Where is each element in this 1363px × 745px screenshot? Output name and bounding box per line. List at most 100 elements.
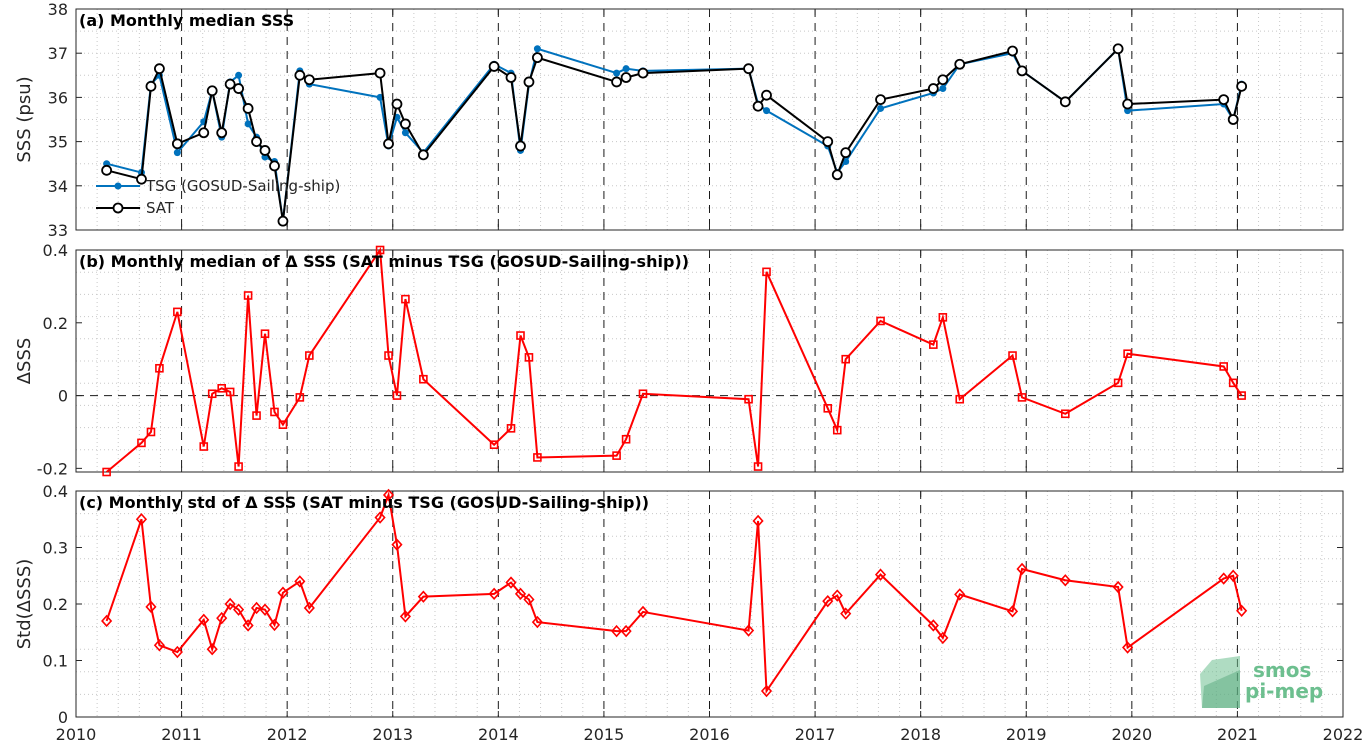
x-tick-label: 2015 <box>584 725 625 744</box>
delta-square-marker <box>155 363 164 373</box>
minor-grid <box>76 250 1343 472</box>
delta-square-marker <box>823 404 833 413</box>
sat-marker <box>620 72 632 83</box>
std-diamond-marker <box>294 575 306 588</box>
std-diamond-marker <box>760 684 773 698</box>
sat-marker <box>136 173 147 185</box>
delta-square-marker <box>744 394 753 404</box>
sat-marker <box>1112 43 1124 55</box>
x-axis: 2010 2011 2012 2013 2014 2015 2016 2017 2018 2019… <box>56 725 1363 744</box>
minor-grid <box>76 491 1343 717</box>
sat-marker <box>1016 65 1028 77</box>
x-tick-label: 2016 <box>689 725 730 744</box>
tsg-marker <box>533 45 541 53</box>
delta-square-marker <box>929 340 938 349</box>
panel-a: 33 34 35 36 37 38 SSS (psu) (a) Monthly median … <box>14 0 1344 240</box>
std-diamond-marker <box>259 603 271 616</box>
legend-label: SAT <box>146 199 175 217</box>
delta-square-marker <box>305 351 314 360</box>
legend: TSG (GOSUD-Sailing-ship) SAT <box>96 177 340 217</box>
y-axis-label: SSS (psu) <box>14 76 35 162</box>
delta-square-marker <box>1237 391 1246 400</box>
delta-square-marker <box>102 467 111 477</box>
std-diamond-marker <box>399 610 411 623</box>
std-diamond-marker <box>224 597 236 611</box>
delta-square-marker <box>638 389 648 399</box>
std-diamond-marker <box>954 588 966 601</box>
delta-square-marker <box>1123 349 1132 359</box>
x-tick-label: 2022 <box>1323 725 1363 744</box>
legend-marker <box>114 182 122 190</box>
std-diamond-marker <box>927 619 939 632</box>
tsg-marker <box>173 149 181 157</box>
delta-square-marker <box>173 307 182 317</box>
series-line <box>106 46 1243 222</box>
delta-square-marker <box>955 394 965 404</box>
y-tick-label: 0.4 <box>43 482 68 501</box>
major-grid <box>181 9 1238 230</box>
std-diamond-marker <box>488 587 500 601</box>
std-diamond-marker <box>382 488 395 502</box>
sat-marker <box>637 67 649 79</box>
sat-marker <box>1059 96 1071 108</box>
sat-marker <box>1122 98 1134 110</box>
std-diamond-marker <box>206 643 218 656</box>
x-tick-label: 2011 <box>161 725 202 744</box>
y-tick-label: 0.2 <box>43 595 68 614</box>
std-diamond-marker <box>505 576 517 589</box>
delta-square-marker <box>533 453 542 462</box>
logo-text-smos: smos <box>1253 658 1311 682</box>
sat-marker <box>937 74 949 86</box>
std-diamond-marker <box>391 538 403 551</box>
delta-square-marker <box>489 440 499 450</box>
std-diamond-marker <box>135 513 148 526</box>
x-tick-label: 2014 <box>478 725 519 744</box>
y-tick-label: 0 <box>58 708 68 727</box>
sat-marker <box>822 136 834 148</box>
delta-square-marker <box>252 411 261 420</box>
delta-square-marker <box>207 389 217 399</box>
sat-marker <box>374 67 386 79</box>
sat-marker <box>303 74 315 86</box>
tsg-marker <box>235 71 243 79</box>
panel-title: (c) Monthly std of Δ SSS (SAT minus TSG … <box>79 493 649 512</box>
major-grid <box>181 250 1238 472</box>
y-tick-label: 34 <box>48 177 68 196</box>
delta-square-marker <box>506 424 516 433</box>
std-diamond-marker <box>303 601 315 615</box>
y-tick-label: 0 <box>58 387 68 406</box>
sat-marker <box>251 136 262 148</box>
sat-marker <box>233 83 244 94</box>
delta-square-marker <box>1219 362 1228 371</box>
delta-square-marker <box>401 294 410 304</box>
sat-marker <box>391 98 403 110</box>
series-line <box>105 247 1243 473</box>
delta-square-marker <box>243 291 253 300</box>
delta-square-marker <box>1113 378 1123 388</box>
series-line <box>105 491 1243 695</box>
delta-square-marker <box>612 451 621 460</box>
delta-square-marker <box>392 391 402 400</box>
delta-square-marker <box>146 427 156 437</box>
sat-marker <box>101 164 113 176</box>
sat-marker <box>294 69 306 81</box>
y-tick-label: 38 <box>48 0 68 19</box>
delta-square-marker <box>260 329 270 339</box>
panel-title: (b) Monthly median of Δ SSS (SAT minus T… <box>79 252 689 271</box>
sat-marker <box>611 76 622 88</box>
sat-marker <box>954 58 966 70</box>
delta-square-marker <box>225 387 235 397</box>
legend-label: TSG (GOSUD-Sailing-ship) <box>145 177 340 195</box>
delta-square-marker <box>199 442 209 451</box>
sat-marker <box>743 63 754 75</box>
tsg-marker <box>401 129 409 137</box>
delta-square-marker <box>938 313 948 322</box>
tsg-marker <box>622 65 630 73</box>
sat-marker <box>198 127 210 139</box>
sat-marker <box>171 138 183 150</box>
x-tick-label: 2013 <box>372 725 413 744</box>
tsg-marker <box>763 107 771 115</box>
std-diamond-marker <box>514 587 527 601</box>
std-diamond-marker <box>1218 572 1230 585</box>
